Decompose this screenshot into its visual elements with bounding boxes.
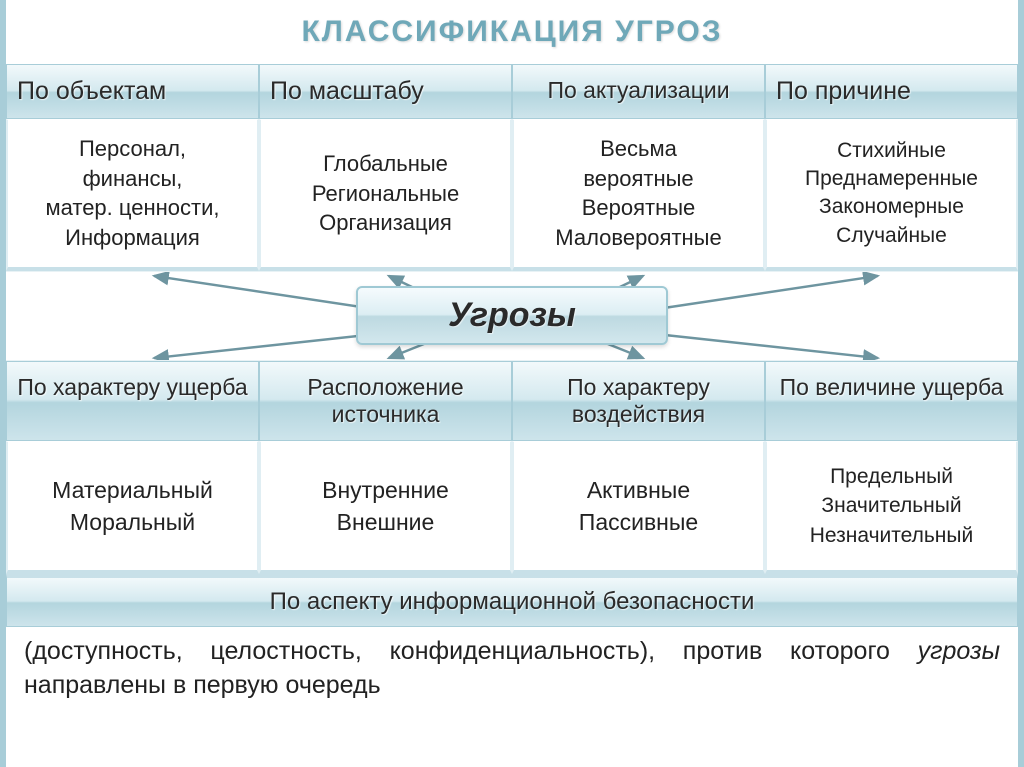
text: Маловероятные [520,223,757,253]
text: (доступность, целостность, конфиденциаль… [24,637,918,665]
text: Активные [520,474,757,506]
top-header-3: По причине [765,64,1018,119]
top-body-row: Персонал, финансы, матер. ценности, Инфо… [6,119,1018,271]
aspect-text: (доступность, целостность, конфиденциаль… [6,627,1018,703]
bottom-body-2: Активные Пассивные [512,441,765,574]
text: Внутренние [267,474,504,506]
top-body-2: Весьма вероятные Вероятные Маловероятные [512,119,765,271]
bottom-body-0: Материальный Моральный [6,441,259,574]
text: вероятные [520,164,757,194]
text: Значительный [773,491,1010,520]
text: Стихийные [773,137,1010,165]
top-body-0: Персонал, финансы, матер. ценности, Инфо… [6,119,259,271]
text: Региональные [267,179,504,209]
text: Преднамеренные [773,165,1010,193]
text: Персонал, [14,134,251,164]
aspect-header: По аспекту информационной безопасности [6,574,1018,627]
text-italic: угрозы [918,637,1000,665]
top-headers-row: По объектам По масштабу По актуализации … [6,64,1018,119]
text: Вероятные [520,193,757,223]
text: Предельный [773,462,1010,491]
text: направлены в первую очередь [24,671,381,699]
bottom-header-0: По характеру ущерба [6,361,259,441]
page-title: КЛАССИФИКАЦИЯ УГРОЗ [6,0,1018,64]
bottom-body-3: Предельный Значительный Незначительный [765,441,1018,574]
bottom-header-2: По характеру воздействия [512,361,765,441]
text: Весьма [520,134,757,164]
bottom-header-1: Расположение источника [259,361,512,441]
text: Глобальные [267,149,504,179]
top-body-1: Глобальные Региональные Организация [259,119,512,271]
text: Пассивные [520,506,757,538]
text: Материальный [14,474,251,506]
text: финансы, [14,164,251,194]
bottom-headers-row: По характеру ущерба Расположение источни… [6,361,1018,441]
text: Незначительный [773,521,1010,550]
center-strip: Угрозы [6,271,1018,361]
top-header-0: По объектам [6,64,259,119]
text: Внешние [267,506,504,538]
text: матер. ценности, [14,193,251,223]
top-header-2: По актуализации [512,64,765,119]
top-header-1: По масштабу [259,64,512,119]
bottom-body-1: Внутренние Внешние [259,441,512,574]
center-node: Угрозы [356,286,668,345]
bottom-body-row: Материальный Моральный Внутренние Внешни… [6,441,1018,574]
text: Информация [14,223,251,253]
text: Закономерные [773,193,1010,221]
text: Случайные [773,222,1010,250]
top-body-3: Стихийные Преднамеренные Закономерные Сл… [765,119,1018,271]
bottom-header-3: По величине ущерба [765,361,1018,441]
text: Организация [267,208,504,238]
text: Моральный [14,506,251,538]
